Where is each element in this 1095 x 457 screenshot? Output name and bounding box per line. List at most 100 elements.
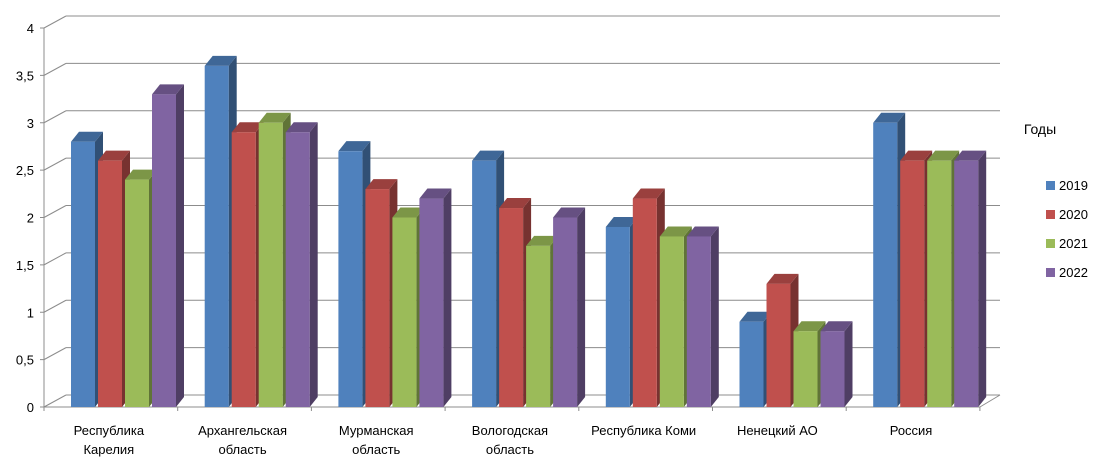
- bar-top-face: [71, 131, 103, 142]
- floor-side-edge: [979, 394, 1001, 408]
- side-wall-gridline: [43, 347, 67, 361]
- bar: [820, 321, 853, 407]
- legend-item: 2021: [1046, 236, 1088, 251]
- bar-top-face: [125, 169, 157, 180]
- side-wall-gridline: [43, 252, 67, 266]
- bar-top-face: [472, 150, 505, 161]
- x-tick-label: Республика Коми: [591, 423, 696, 438]
- side-wall-gridline: [43, 157, 67, 171]
- legend-swatch: [1046, 210, 1055, 219]
- side-wall-gridline: [43, 15, 67, 29]
- x-tick-label: Россия: [890, 423, 933, 438]
- bar-top-face: [392, 207, 425, 218]
- y-tick-label: 2: [27, 211, 34, 226]
- bar-front-face: [659, 236, 684, 407]
- legend: 2019 2020 2021 2022: [1046, 178, 1088, 280]
- legend-item: 2019: [1046, 178, 1088, 193]
- bar-front-face: [125, 179, 149, 407]
- bar-top-face: [553, 207, 586, 218]
- bar: [152, 84, 184, 407]
- bar-front-face: [152, 94, 176, 407]
- bar-top-face: [954, 150, 987, 161]
- bar-top-face: [659, 226, 692, 237]
- bar-top-face: [927, 150, 960, 161]
- bar-top-face: [632, 188, 665, 199]
- bar-top-face: [499, 198, 532, 209]
- bar-side-face: [978, 150, 987, 407]
- bar-side-face: [309, 122, 318, 407]
- bar-top-face: [419, 188, 452, 199]
- bar-top-face: [820, 321, 853, 332]
- x-tick-label: Республика Карелия: [74, 423, 145, 457]
- x-axis-tick-labels: Республика Карелия Архангельская область Мур…: [74, 423, 933, 457]
- legend-swatch: [1046, 239, 1055, 248]
- bar-side-face: [176, 84, 184, 407]
- bar-front-face: [472, 160, 497, 407]
- bar-front-face: [71, 141, 95, 407]
- bar-front-face: [258, 122, 283, 407]
- x-tick-label: Ненецкий АО: [737, 423, 818, 438]
- y-tick-label: 1: [27, 305, 34, 320]
- y-tick-label: 1,5: [16, 258, 34, 273]
- y-tick-label: 3,5: [16, 68, 34, 83]
- y-tick-label: 2,5: [16, 163, 34, 178]
- bar-side-face: [844, 321, 853, 407]
- bar-front-face: [526, 245, 551, 407]
- legend-label: 2019: [1059, 178, 1088, 193]
- bar-front-face: [954, 160, 979, 407]
- bar: [285, 122, 318, 407]
- x-tick-label: Архангельская область: [198, 423, 287, 457]
- side-wall-gridline: [43, 205, 67, 218]
- bar-top-face: [152, 84, 184, 95]
- bar-front-face: [553, 217, 578, 407]
- bar-front-face: [338, 151, 363, 407]
- bar-top-face: [793, 321, 826, 332]
- bar-front-face: [793, 331, 818, 407]
- bar-side-face: [443, 188, 452, 407]
- bar-front-face: [873, 122, 898, 407]
- legend-label: 2020: [1059, 207, 1088, 222]
- bar-top-face: [900, 150, 933, 161]
- y-tick-label: 4: [27, 21, 34, 36]
- x-tick-label: Мурманская область: [339, 423, 414, 457]
- bar-top-face: [873, 112, 906, 123]
- bar-top-face: [739, 311, 772, 322]
- side-wall-gridline: [43, 62, 67, 76]
- bar-front-face: [285, 132, 310, 407]
- bar-front-face: [927, 160, 952, 407]
- legend-title: Годы: [1024, 121, 1056, 137]
- side-wall-gridline: [43, 299, 67, 313]
- bar: [231, 122, 264, 407]
- side-wall-gridline: [43, 110, 67, 124]
- bar-front-face: [686, 236, 711, 407]
- bar-front-face: [365, 189, 390, 407]
- bar: [954, 150, 987, 407]
- bar-top-face: [98, 150, 130, 161]
- bar-top-face: [231, 122, 264, 133]
- legend-swatch: [1046, 181, 1055, 190]
- y-tick-label: 3: [27, 116, 34, 131]
- bar-front-face: [632, 198, 657, 407]
- bar-top-face: [285, 122, 318, 133]
- bar-front-face: [605, 226, 630, 407]
- bar-front-face: [98, 160, 122, 407]
- legend-label: 2022: [1059, 265, 1088, 280]
- legend-label: 2021: [1059, 236, 1088, 251]
- bar-front-face: [499, 208, 524, 407]
- bars: [71, 55, 987, 408]
- legend-item: 2022: [1046, 265, 1088, 280]
- bar-top-face: [605, 216, 638, 227]
- bar-side-face: [710, 226, 719, 407]
- bar-front-face: [204, 65, 229, 408]
- bar-front-face: [392, 217, 417, 407]
- y-axis-tick-labels: 0 0,5 1 1,5 2 2,5 3 3,5 4: [16, 21, 34, 415]
- bar-front-face: [766, 283, 791, 407]
- bar-top-face: [766, 273, 799, 284]
- bar: [553, 207, 586, 407]
- y-tick-label: 0: [27, 400, 34, 415]
- bar-side-face: [577, 207, 586, 407]
- x-tick-label: Вологодская область: [472, 423, 548, 457]
- y-tick-label: 0,5: [16, 353, 34, 368]
- bar-front-face: [231, 132, 256, 407]
